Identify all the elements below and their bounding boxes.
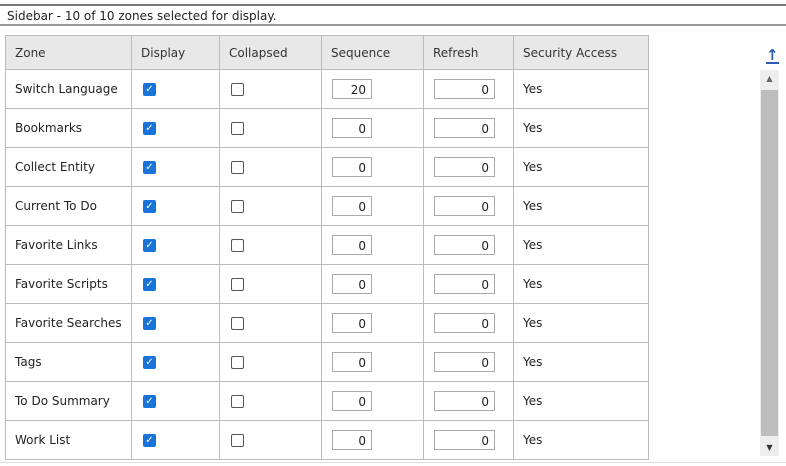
refresh-input[interactable]: 0 <box>434 157 495 177</box>
header-row: Zone Display Collapsed Sequence Refresh … <box>5 35 649 70</box>
sequence-input[interactable]: 0 <box>332 352 372 372</box>
table-row: Tags ✓ 0 0 Yes <box>5 342 649 382</box>
collapsed-checkbox[interactable] <box>231 317 244 330</box>
sequence-input[interactable]: 0 <box>332 118 372 138</box>
refresh-input[interactable]: 0 <box>434 196 495 216</box>
refresh-input[interactable]: 0 <box>434 430 495 450</box>
refresh-input[interactable]: 0 <box>434 79 495 99</box>
table-row: Collect Entity ✓ 0 0 Yes <box>5 147 649 187</box>
display-checkbox[interactable]: ✓ <box>143 200 156 213</box>
sequence-input[interactable]: 0 <box>332 430 372 450</box>
zones-caption: Sidebar - 10 of 10 zones selected for di… <box>0 4 786 26</box>
display-checkbox[interactable]: ✓ <box>143 83 156 96</box>
scroll-up-icon[interactable]: ▲ <box>766 74 773 83</box>
table-row: Favorite Scripts ✓ 0 0 Yes <box>5 264 649 304</box>
sequence-input[interactable]: 0 <box>332 274 372 294</box>
sequence-input[interactable]: 0 <box>332 391 372 411</box>
refresh-input[interactable]: 0 <box>434 391 495 411</box>
display-checkbox[interactable]: ✓ <box>143 278 156 291</box>
display-checkbox[interactable]: ✓ <box>143 395 156 408</box>
zone-name: Favorite Scripts <box>5 264 132 304</box>
col-collapsed[interactable]: Collapsed <box>219 35 322 70</box>
security-access: Yes <box>513 303 649 343</box>
sequence-input[interactable]: 20 <box>332 79 372 99</box>
security-access: Yes <box>513 420 649 460</box>
col-sequence[interactable]: Sequence <box>321 35 424 70</box>
security-access: Yes <box>513 69 649 109</box>
security-access: Yes <box>513 264 649 304</box>
zone-name: Current To Do <box>5 186 132 226</box>
security-access: Yes <box>513 108 649 148</box>
collapsed-checkbox[interactable] <box>231 395 244 408</box>
col-zone[interactable]: Zone <box>5 35 132 70</box>
refresh-input[interactable]: 0 <box>434 313 495 333</box>
display-checkbox[interactable]: ✓ <box>143 239 156 252</box>
footer-divider <box>0 462 786 463</box>
col-security-access[interactable]: Security Access <box>513 35 649 70</box>
display-checkbox[interactable]: ✓ <box>143 356 156 369</box>
security-access: Yes <box>513 342 649 382</box>
security-access: Yes <box>513 381 649 421</box>
scrollbar-thumb[interactable] <box>761 90 778 436</box>
refresh-input[interactable]: 0 <box>434 118 495 138</box>
security-access: Yes <box>513 186 649 226</box>
sequence-input[interactable]: 0 <box>332 196 372 216</box>
table-row: Favorite Searches ✓ 0 0 Yes <box>5 303 649 343</box>
col-refresh[interactable]: Refresh <box>423 35 514 70</box>
scrollbar[interactable]: ▲ ▼ <box>760 70 779 456</box>
display-checkbox[interactable]: ✓ <box>143 122 156 135</box>
display-checkbox[interactable]: ✓ <box>143 434 156 447</box>
collapsed-checkbox[interactable] <box>231 356 244 369</box>
display-checkbox[interactable]: ✓ <box>143 317 156 330</box>
collapsed-checkbox[interactable] <box>231 434 244 447</box>
zone-name: Favorite Links <box>5 225 132 265</box>
zones-table: Zone Display Collapsed Sequence Refresh … <box>5 35 649 460</box>
table-row: Current To Do ✓ 0 0 Yes <box>5 186 649 226</box>
refresh-input[interactable]: 0 <box>434 274 495 294</box>
col-display[interactable]: Display <box>131 35 220 70</box>
table-row: Work List ✓ 0 0 Yes <box>5 420 649 460</box>
collapsed-checkbox[interactable] <box>231 83 244 96</box>
sequence-input[interactable]: 0 <box>332 313 372 333</box>
display-checkbox[interactable]: ✓ <box>143 161 156 174</box>
refresh-input[interactable]: 0 <box>434 352 495 372</box>
zone-name: Collect Entity <box>5 147 132 187</box>
sequence-input[interactable]: 0 <box>332 157 372 177</box>
arrow-up-to-top-icon[interactable]: ↑ <box>766 46 779 64</box>
collapsed-checkbox[interactable] <box>231 200 244 213</box>
zone-name: Bookmarks <box>5 108 132 148</box>
sequence-input[interactable]: 0 <box>332 235 372 255</box>
scroll-down-icon[interactable]: ▼ <box>766 443 773 452</box>
zone-name: To Do Summary <box>5 381 132 421</box>
refresh-input[interactable]: 0 <box>434 235 495 255</box>
collapsed-checkbox[interactable] <box>231 122 244 135</box>
zone-name: Work List <box>5 420 132 460</box>
table-row: Switch Language ✓ 20 0 Yes <box>5 69 649 109</box>
collapsed-checkbox[interactable] <box>231 161 244 174</box>
zone-name: Tags <box>5 342 132 382</box>
security-access: Yes <box>513 147 649 187</box>
zone-name: Switch Language <box>5 69 132 109</box>
collapsed-checkbox[interactable] <box>231 239 244 252</box>
security-access: Yes <box>513 225 649 265</box>
zone-name: Favorite Searches <box>5 303 132 343</box>
table-row: Favorite Links ✓ 0 0 Yes <box>5 225 649 265</box>
table-row: To Do Summary ✓ 0 0 Yes <box>5 381 649 421</box>
collapsed-checkbox[interactable] <box>231 278 244 291</box>
table-row: Bookmarks ✓ 0 0 Yes <box>5 108 649 148</box>
